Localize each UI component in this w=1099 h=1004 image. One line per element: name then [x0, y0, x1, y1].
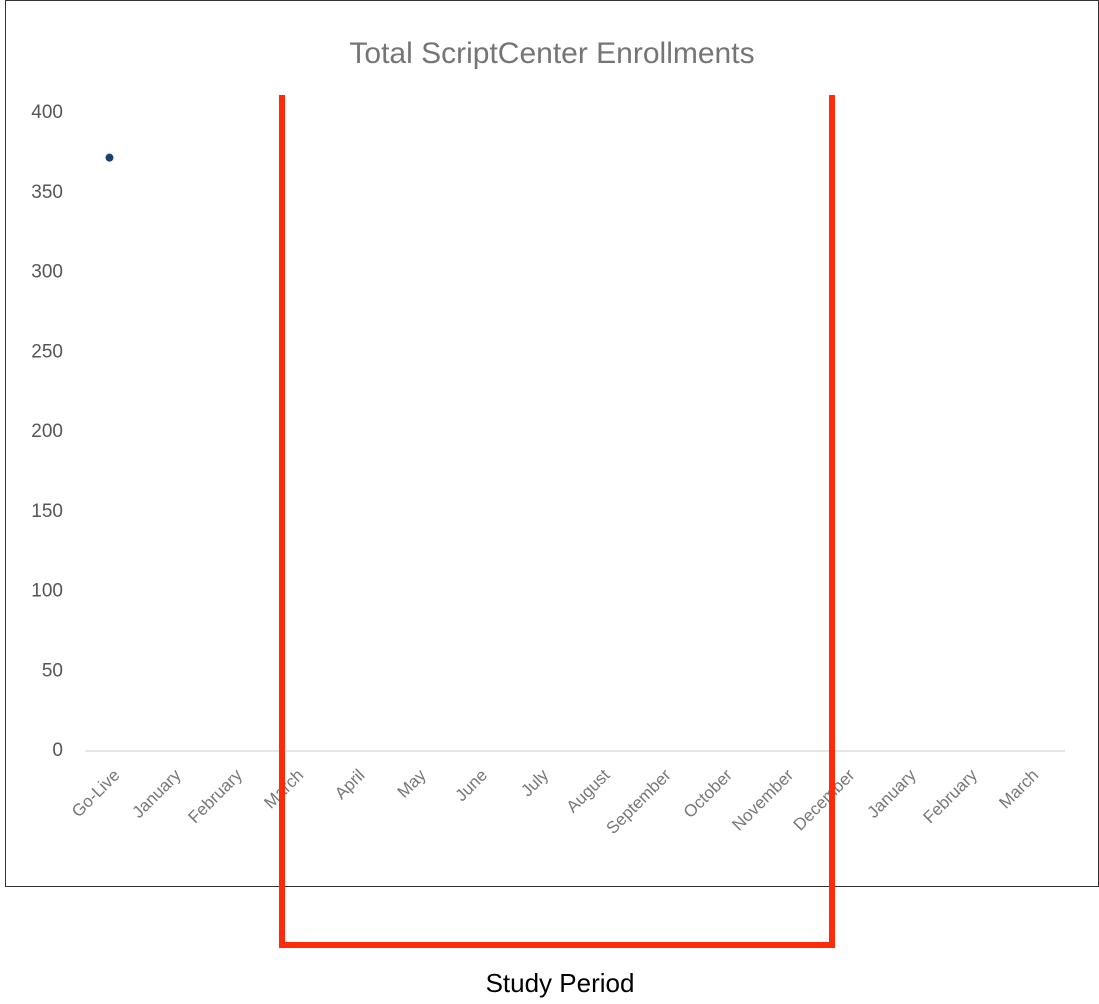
y-tick-label: 300 — [31, 262, 63, 283]
y-tick-label: 150 — [31, 501, 63, 522]
chart-frame — [5, 0, 1099, 887]
study-period-bracket — [279, 95, 835, 948]
point — [105, 153, 114, 162]
y-tick-label: 100 — [31, 581, 63, 602]
y-tick-label: 200 — [31, 421, 63, 442]
y-tick-label: 50 — [42, 660, 63, 681]
y-tick-label: 250 — [31, 341, 63, 362]
y-tick-label: 400 — [31, 102, 63, 123]
y-tick-label: 350 — [31, 182, 63, 203]
annotation: Study Period — [486, 968, 635, 998]
y-tick-label: 0 — [52, 740, 63, 761]
chart-title: Total ScriptCenter Enrollments — [349, 37, 754, 70]
